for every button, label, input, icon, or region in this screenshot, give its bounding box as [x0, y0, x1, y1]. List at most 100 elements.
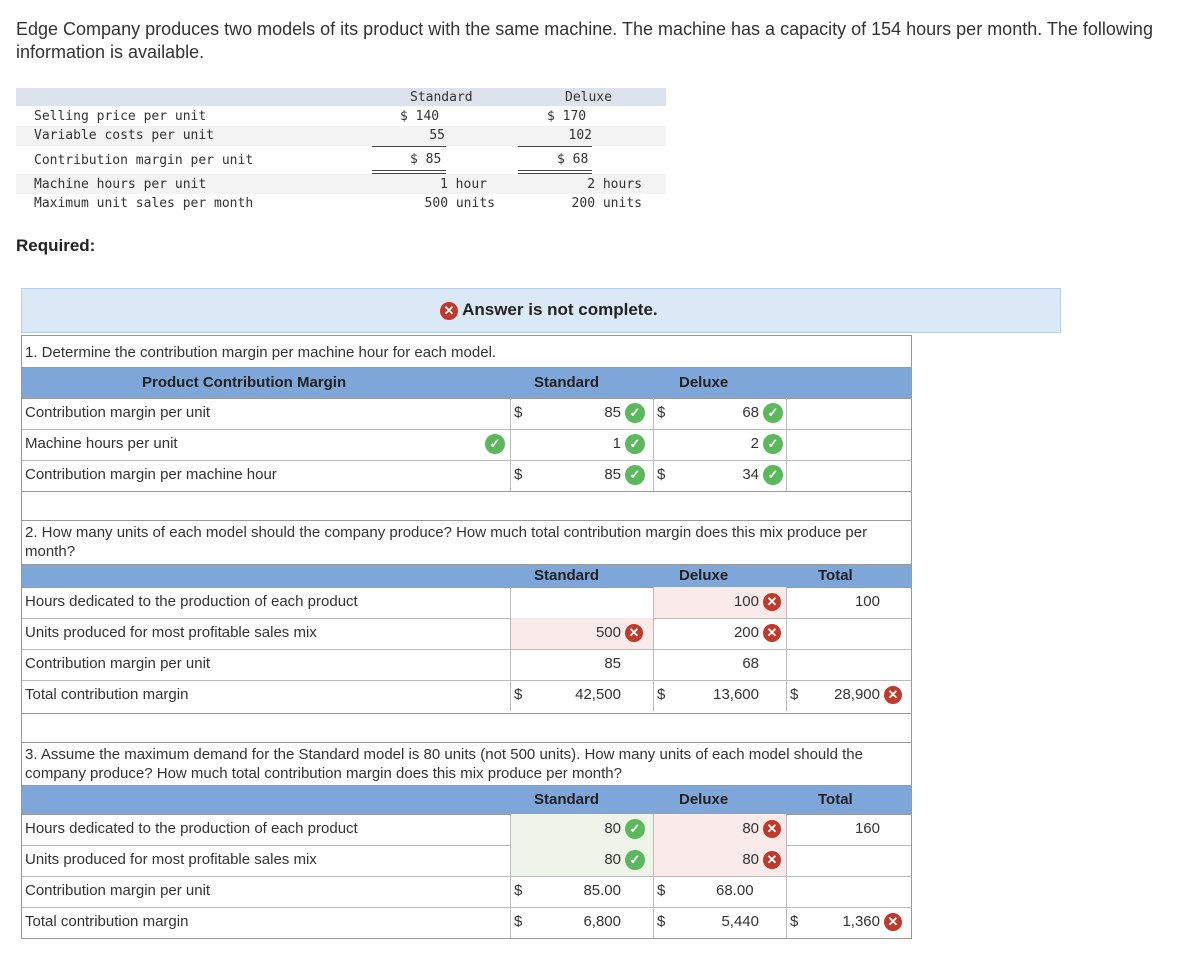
table-row: Hours dedicated to the production of eac…: [22, 814, 911, 846]
std-input[interactable]: 500 ✕: [510, 618, 654, 649]
required-heading: Required:: [16, 236, 96, 255]
dlx-input[interactable]: 100 ✕: [653, 587, 787, 618]
info-double-underline: [372, 170, 446, 171]
table-row: Total contribution margin $ 42,500 $ 13,…: [22, 680, 911, 711]
std-cell: $ 85 ✓: [510, 460, 654, 491]
dlx-value: 80: [742, 851, 759, 868]
banner-text: Answer is not complete.: [462, 300, 658, 319]
table-row: Contribution margin per machine hour $ 8…: [22, 460, 911, 492]
std-cell: $ 85 ✓: [510, 398, 654, 429]
part3-question: 3. Assume the maximum demand for the Sta…: [25, 746, 863, 782]
table-row: Total contribution margin $ 6,800 $ 5,44…: [22, 907, 911, 938]
part2-header-row: Standard Deluxe Total: [22, 564, 911, 588]
std-value: 85: [604, 655, 621, 672]
total-cell: $ 1,360 ✕: [786, 907, 912, 938]
total-value: 1,360: [842, 913, 880, 930]
check-circle-icon: ✓: [625, 850, 645, 870]
table-row: Contribution margin per unit $ 85 ✓ $ 68…: [22, 398, 911, 430]
std-cell: $ 85.00: [510, 876, 654, 907]
table-row: Machine hours per unit ✓ 1 ✓ 2 ✓: [22, 429, 911, 461]
info-col-deluxe: Deluxe: [565, 90, 612, 105]
total-value: 160: [854, 820, 880, 837]
dlx-sign: $: [657, 404, 666, 421]
std-value: 85: [604, 404, 621, 421]
std-sign: $: [514, 882, 523, 899]
part1-header-row: Product Contribution Margin Standard Del…: [22, 367, 911, 399]
dlx-sign: $: [657, 686, 666, 703]
std-value: 80: [604, 851, 621, 868]
part3-table: 3. Assume the maximum demand for the Sta…: [21, 713, 912, 939]
dlx-sign: $: [657, 466, 666, 483]
dlx-value: 13,600: [713, 686, 759, 703]
std-sign: $: [514, 913, 523, 930]
dlx-sign: $: [657, 882, 666, 899]
std-cell: $ 6,800: [510, 907, 654, 938]
dlx-input[interactable]: 80 ✕: [653, 845, 787, 876]
std-value: 85: [604, 466, 621, 483]
info-row-standard: 500 units: [424, 196, 495, 211]
row-label: Units produced for most profitable sales…: [25, 624, 317, 641]
dlx-cell: $ 68.00: [653, 876, 787, 907]
table-row: Hours dedicated to the production of eac…: [22, 587, 911, 619]
dlx-input[interactable]: 80 ✕: [653, 814, 787, 845]
part2-col-total: Total: [818, 567, 853, 584]
part1-header-title: Product Contribution Margin: [142, 374, 347, 391]
dlx-value: 68.00: [716, 882, 754, 899]
info-row-deluxe: 102: [568, 128, 592, 143]
total-cell: 160: [786, 814, 912, 845]
info-double-underline: [372, 173, 446, 174]
total-cell: [786, 649, 912, 680]
dlx-value: 2: [750, 435, 759, 452]
problem-intro: Edge Company produces two models of its …: [16, 19, 1153, 62]
check-circle-icon: ✓: [625, 819, 645, 839]
total-sign: $: [790, 686, 799, 703]
info-underline: [518, 146, 592, 147]
total-value: 28,900: [834, 686, 880, 703]
x-circle-icon: ✕: [763, 593, 781, 611]
row-label: Total contribution margin: [25, 686, 189, 703]
status-banner: ✕ Answer is not complete.: [21, 288, 1061, 333]
info-double-underline: [518, 173, 592, 174]
std-sign: $: [514, 404, 523, 421]
std-value: 1: [612, 435, 621, 452]
std-input[interactable]: 80 ✓: [510, 845, 654, 876]
x-circle-icon: ✕: [884, 686, 902, 704]
table-row: Units produced for most profitable sales…: [22, 845, 911, 877]
part2-question: 2. How many units of each model should t…: [25, 524, 868, 560]
dlx-cell: $ 13,600: [653, 680, 787, 711]
std-cell: 85: [510, 649, 654, 680]
empty-cell: [786, 398, 912, 429]
x-circle-icon: ✕: [884, 913, 902, 931]
info-row-label: Maximum unit sales per month: [34, 196, 254, 211]
dlx-cell: 68: [653, 649, 787, 680]
row-label: Hours dedicated to the production of eac…: [25, 593, 358, 610]
dlx-value: 68: [742, 404, 759, 421]
dlx-value: 5,440: [721, 913, 759, 930]
total-cell: 100: [786, 587, 912, 618]
dlx-sign: $: [657, 913, 666, 930]
dlx-input[interactable]: 200 ✕: [653, 618, 787, 649]
info-double-underline: [518, 170, 592, 171]
x-circle-icon: ✕: [440, 301, 458, 320]
std-value: 80: [604, 820, 621, 837]
check-circle-icon: ✓: [763, 434, 783, 454]
empty-cell: [786, 460, 912, 491]
std-input[interactable]: 80 ✓: [510, 814, 654, 845]
std-cell: $ 42,500: [510, 680, 654, 711]
part2-col-standard: Standard: [534, 567, 600, 584]
info-row-bg: [16, 126, 666, 146]
total-value: 100: [854, 593, 880, 610]
dlx-value: 68: [742, 655, 759, 672]
row-label: Contribution margin per unit: [25, 655, 211, 672]
dlx-cell: $ 5,440: [653, 907, 787, 938]
empty-cell: [786, 429, 912, 460]
divider: [22, 520, 911, 521]
info-col-standard: Standard: [410, 90, 473, 105]
dlx-cell: $ 34 ✓: [653, 460, 787, 491]
part2-col-deluxe: Deluxe: [679, 567, 729, 584]
std-input[interactable]: [510, 587, 654, 618]
part1-col-deluxe: Deluxe: [679, 374, 729, 391]
std-value: 500: [595, 624, 621, 641]
info-row-deluxe: 200 units: [571, 196, 642, 211]
part1-question: 1. Determine the contribution margin per…: [25, 344, 497, 361]
